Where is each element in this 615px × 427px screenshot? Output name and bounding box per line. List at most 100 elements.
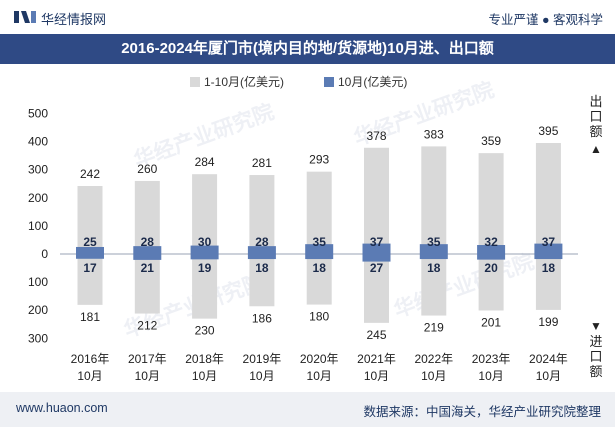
data-label-month-import: 18 xyxy=(255,261,269,275)
x-tick-label: 10月 xyxy=(536,369,561,383)
y-tick-label: 0 xyxy=(41,247,48,261)
bar-cumulative-export xyxy=(535,143,561,254)
data-label-cumulative-export: 395 xyxy=(538,124,558,138)
chart-area: 1-10月(亿美元) 10月(亿美元) 500 400 300 200 100 0 100 200… xyxy=(28,74,603,383)
bar-month-import xyxy=(305,254,334,260)
data-label-month-export: 28 xyxy=(141,235,155,249)
bar-cumulative-export xyxy=(306,171,332,254)
chart-title: 2016-2024年厦门市(境内目的地/货源地)10月进、出口额 xyxy=(0,34,615,64)
data-label-month-import: 19 xyxy=(198,261,212,275)
y-tick-label: 100 xyxy=(28,275,48,289)
data-label-month-export: 32 xyxy=(484,235,498,249)
bar-cumulative-export xyxy=(364,147,389,254)
x-tick-label: 2018年 xyxy=(185,352,224,366)
brand-logo-icon xyxy=(14,11,36,23)
data-label-cumulative-import: 201 xyxy=(481,315,501,329)
x-tick-label: 10月 xyxy=(307,369,332,383)
bar-cumulative-export xyxy=(192,174,218,254)
x-tick-label: 10月 xyxy=(478,369,503,383)
y-tick-label: 400 xyxy=(28,135,48,149)
top-bar: 华经情报网 专业严谨 ● 客观科学 xyxy=(0,0,615,34)
bar-month-export xyxy=(133,246,162,254)
bar-cumulative-import xyxy=(535,254,561,310)
bar-month-import xyxy=(247,254,276,260)
x-tick-label: 10月 xyxy=(421,369,446,383)
bar-cumulative-import xyxy=(134,254,160,314)
data-label-cumulative-export: 281 xyxy=(252,156,272,170)
legend-swatch-cumulative xyxy=(190,77,200,87)
x-tick-label: 2021年 xyxy=(357,352,396,366)
x-tick-label: 10月 xyxy=(77,369,102,383)
data-label-cumulative-export: 359 xyxy=(481,134,501,148)
bar-cumulative-import xyxy=(77,254,103,305)
x-tick-label: 2019年 xyxy=(243,352,282,366)
side-label-export: 出 xyxy=(589,94,602,109)
data-label-month-import: 18 xyxy=(542,261,556,275)
data-label-cumulative-import: 212 xyxy=(137,319,157,333)
data-label-cumulative-import: 186 xyxy=(252,311,272,325)
x-tick-label: 2022年 xyxy=(414,352,453,366)
bar-cumulative-import xyxy=(249,254,275,307)
data-label-month-export: 35 xyxy=(313,235,327,249)
data-label-cumulative-export: 242 xyxy=(80,167,100,181)
bar-cumulative-export xyxy=(249,175,275,254)
bar-month-export xyxy=(534,243,563,254)
side-label-export: 额 xyxy=(589,124,602,139)
legend-label-month: 10月(亿美元) xyxy=(338,74,407,89)
data-label-month-export: 28 xyxy=(255,235,269,249)
x-tick-label: 10月 xyxy=(192,369,217,383)
brand-name: 华经情报网 xyxy=(41,12,107,27)
data-label-cumulative-import: 219 xyxy=(424,321,444,335)
footer: www.huaon.com 数据来源：中国海关，华经产业研究院整理 xyxy=(0,392,615,427)
bar-cumulative-export xyxy=(134,180,160,254)
data-label-cumulative-import: 245 xyxy=(366,328,386,342)
bar-month-import xyxy=(419,254,448,260)
side-label-import: 额 xyxy=(589,364,602,379)
data-source: 数据来源：中国海关，华经产业研究院整理 xyxy=(363,405,601,419)
y-tick-label: 100 xyxy=(28,219,48,233)
bar-month-import xyxy=(133,254,162,260)
data-label-month-export: 35 xyxy=(427,235,441,249)
y-tick-label: 200 xyxy=(28,303,48,317)
y-tick-label: 200 xyxy=(28,191,48,205)
x-tick-label: 2020年 xyxy=(300,352,339,366)
data-label-month-import: 18 xyxy=(313,261,327,275)
side-label-export: 口 xyxy=(589,109,602,124)
x-tick-label: 2024年 xyxy=(529,352,568,366)
legend-label-cumulative: 1-10月(亿美元) xyxy=(204,74,284,89)
x-tick-label: 2016年 xyxy=(71,352,110,366)
x-tick-label: 10月 xyxy=(364,369,389,383)
data-label-month-import: 27 xyxy=(370,261,384,275)
y-tick-label: 300 xyxy=(28,331,48,345)
up-arrow-icon: ▲ xyxy=(590,142,602,156)
bar-cumulative-import xyxy=(421,254,447,316)
x-tick-label: 10月 xyxy=(135,369,160,383)
x-tick-label: 2017年 xyxy=(128,352,167,366)
down-arrow-icon: ▼ xyxy=(590,319,602,333)
bar-cumulative-import xyxy=(478,254,504,311)
data-label-month-export: 37 xyxy=(542,235,556,249)
bar-cumulative-import xyxy=(192,254,218,319)
bar-month-export xyxy=(419,244,448,254)
bar-cumulative-export xyxy=(478,153,504,254)
bar-month-import xyxy=(190,254,219,260)
bar-month-export xyxy=(477,245,506,254)
data-label-month-export: 37 xyxy=(370,235,384,249)
bar-month-import xyxy=(362,254,391,262)
bar-month-export xyxy=(305,244,334,254)
bar-month-export xyxy=(76,246,104,254)
bar-month-export xyxy=(247,246,276,254)
x-tick-label: 10月 xyxy=(249,369,274,383)
data-label-cumulative-export: 293 xyxy=(309,153,329,167)
bar-cumulative-export xyxy=(77,185,103,254)
data-label-cumulative-import: 230 xyxy=(195,324,215,338)
website-link[interactable]: www.huaon.com xyxy=(16,401,108,415)
bar-month-export xyxy=(362,243,391,254)
legend-swatch-month xyxy=(324,77,334,87)
data-label-cumulative-import: 181 xyxy=(80,310,100,324)
bar-cumulative-export xyxy=(421,146,447,254)
data-label-cumulative-export: 260 xyxy=(137,162,157,176)
data-label-month-export: 30 xyxy=(198,235,212,249)
data-label-cumulative-export: 284 xyxy=(195,155,215,169)
slogan: 专业严谨 ● 客观科学 xyxy=(488,13,604,27)
